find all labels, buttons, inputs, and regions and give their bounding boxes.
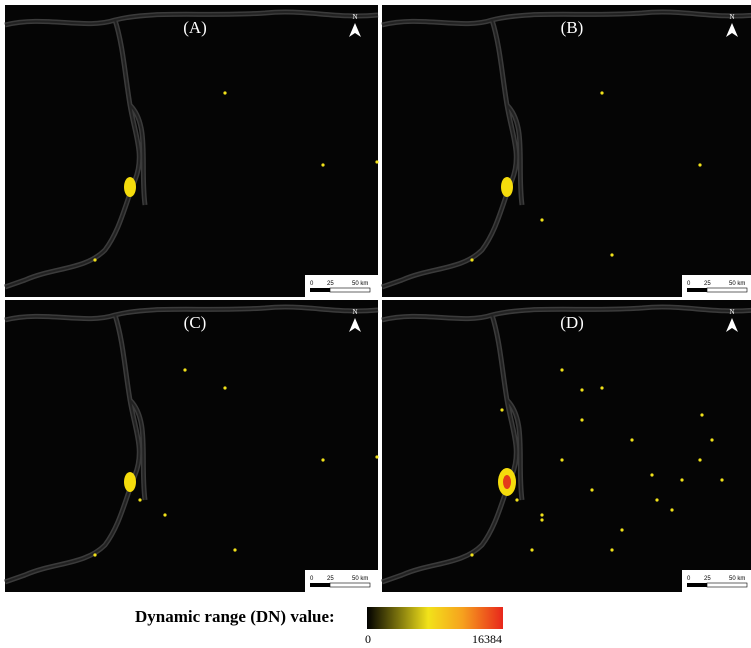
scale-label: 25: [327, 281, 334, 287]
light-spot: [93, 553, 96, 556]
light-spot: [698, 458, 701, 461]
scale-bar-light: [707, 583, 747, 587]
map-background: [382, 300, 751, 592]
light-spot: [375, 455, 378, 458]
scale-bar-dark: [310, 288, 330, 292]
light-spot: [720, 478, 723, 481]
panel-label: (C): [184, 313, 207, 332]
light-spot: [650, 473, 653, 476]
scale-label: 25: [327, 576, 334, 582]
light-spot: [698, 163, 701, 166]
light-spot: [540, 513, 543, 516]
map-background: [5, 5, 378, 297]
scale-bar-light: [707, 288, 747, 292]
north-label: N: [352, 308, 357, 316]
north-label: N: [729, 308, 734, 316]
scale-bar-dark: [687, 288, 707, 292]
scale-label: 50 km: [352, 281, 368, 287]
light-spot: [610, 548, 613, 551]
scale-label: 25: [704, 576, 711, 582]
map-background: [382, 5, 751, 297]
light-spot: [580, 418, 583, 421]
light-spot: [630, 438, 633, 441]
light-spot: [470, 553, 473, 556]
city-light: [124, 177, 136, 197]
north-label: N: [352, 13, 357, 21]
light-spot: [223, 91, 226, 94]
light-spot: [610, 253, 613, 256]
scale-bar-dark: [687, 583, 707, 587]
light-spot: [680, 478, 683, 481]
light-spot: [163, 513, 166, 516]
light-spot: [600, 386, 603, 389]
figure: Dynamic range (DN) value: 0 16384 (A)N02…: [0, 0, 751, 648]
scale-label: 50 km: [729, 281, 745, 287]
panel-label: (D): [560, 313, 584, 332]
light-spot: [590, 488, 593, 491]
map-background: [5, 300, 378, 592]
colorbar-max: 16384: [472, 632, 502, 646]
light-spot: [530, 548, 533, 551]
scale-bar-light: [330, 583, 370, 587]
scale-bar-light: [330, 288, 370, 292]
panel-label: (A): [183, 18, 207, 37]
city-core: [503, 475, 511, 489]
light-spot: [223, 386, 226, 389]
light-spot: [183, 368, 186, 371]
light-spot: [515, 498, 518, 501]
light-spot: [710, 438, 713, 441]
light-spot: [138, 498, 141, 501]
scale-label: 50 km: [729, 576, 745, 582]
panel-label: (B): [561, 18, 584, 37]
light-spot: [700, 413, 703, 416]
light-spot: [540, 518, 543, 521]
light-spot: [321, 458, 324, 461]
light-spot: [93, 258, 96, 261]
light-spot: [321, 163, 324, 166]
north-label: N: [729, 13, 734, 21]
colorbar-min: 0: [365, 632, 371, 646]
light-spot: [540, 218, 543, 221]
light-spot: [600, 91, 603, 94]
light-spot: [670, 508, 673, 511]
legend-title: Dynamic range (DN) value:: [135, 607, 335, 626]
light-spot: [500, 408, 503, 411]
light-spot: [375, 160, 378, 163]
light-spot: [470, 258, 473, 261]
city-light: [124, 472, 136, 492]
colorbar: [367, 607, 503, 629]
light-spot: [620, 528, 623, 531]
scale-label: 50 km: [352, 576, 368, 582]
light-spot: [233, 548, 236, 551]
light-spot: [560, 368, 563, 371]
light-spot: [580, 388, 583, 391]
light-spot: [560, 458, 563, 461]
city-light: [501, 177, 513, 197]
scale-label: 25: [704, 281, 711, 287]
light-spot: [655, 498, 658, 501]
scale-bar-dark: [310, 583, 330, 587]
